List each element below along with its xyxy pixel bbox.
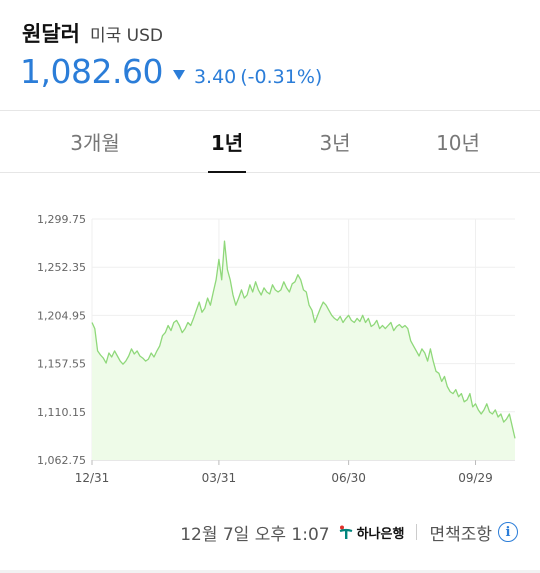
x-tick-label: 12/31: [75, 471, 110, 485]
tab-3-years[interactable]: 3년: [280, 111, 390, 172]
x-tick-label: 09/29: [458, 471, 493, 485]
info-icon: i: [498, 522, 518, 542]
tab-label: 3개월: [70, 131, 120, 155]
triangle-down-icon: [172, 70, 185, 80]
header: 원달러 미국 USD 1,082.60 3.40 (-0.31%): [0, 0, 540, 111]
change-amount: 3.40: [193, 66, 237, 88]
disclaimer-label: 면책조항: [429, 524, 492, 545]
hana-bank-logo-icon: [339, 525, 352, 539]
update-timestamp: 12월 7일 오후 1:07: [180, 524, 330, 545]
tab-label: 1년: [210, 131, 244, 155]
price-change: 3.40 (-0.31%): [172, 66, 323, 88]
y-tick-label: 1,204.95: [37, 309, 86, 322]
x-tick-label: 06/30: [331, 471, 366, 485]
tab-10-years[interactable]: 10년: [403, 111, 513, 172]
change-percent: (-0.31%): [240, 66, 323, 88]
footer: 12월 7일 오후 1:07 하나은행 면책조항 i: [0, 514, 540, 550]
data-source: 하나은행: [338, 523, 405, 542]
period-tabs: 3개월 1년 3년 10년: [0, 111, 540, 173]
tab-1-year[interactable]: 1년: [172, 111, 282, 172]
tab-label: 10년: [436, 131, 480, 155]
y-tick-label: 1,299.75: [37, 213, 86, 226]
price-row: 1,082.60 3.40 (-0.31%): [20, 52, 322, 91]
bank-name: 하나은행: [356, 526, 405, 542]
tab-label: 3년: [319, 131, 351, 155]
y-tick-label: 1,110.15: [37, 406, 86, 419]
title-row: 원달러 미국 USD: [22, 18, 163, 48]
page-title: 원달러: [22, 22, 80, 46]
divider: [0, 570, 540, 573]
divider: [416, 524, 418, 540]
current-price: 1,082.60: [20, 52, 163, 91]
tab-3-months[interactable]: 3개월: [40, 111, 150, 172]
currency-subtitle: 미국 USD: [89, 26, 163, 46]
x-tick-label: 03/31: [202, 471, 237, 485]
disclaimer-link[interactable]: 면책조항 i: [429, 520, 518, 545]
series-line: [91, 240, 516, 439]
exchange-rate-chart[interactable]: 1,299.75 1,252.35 1,204.95 1,157.55 1,110.15…: [0, 200, 540, 500]
y-tick-label: 1,252.35: [37, 261, 86, 274]
area-fill: [92, 241, 515, 460]
y-tick-label: 1,157.55: [37, 358, 86, 371]
y-tick-label: 1,062.75: [37, 454, 86, 467]
